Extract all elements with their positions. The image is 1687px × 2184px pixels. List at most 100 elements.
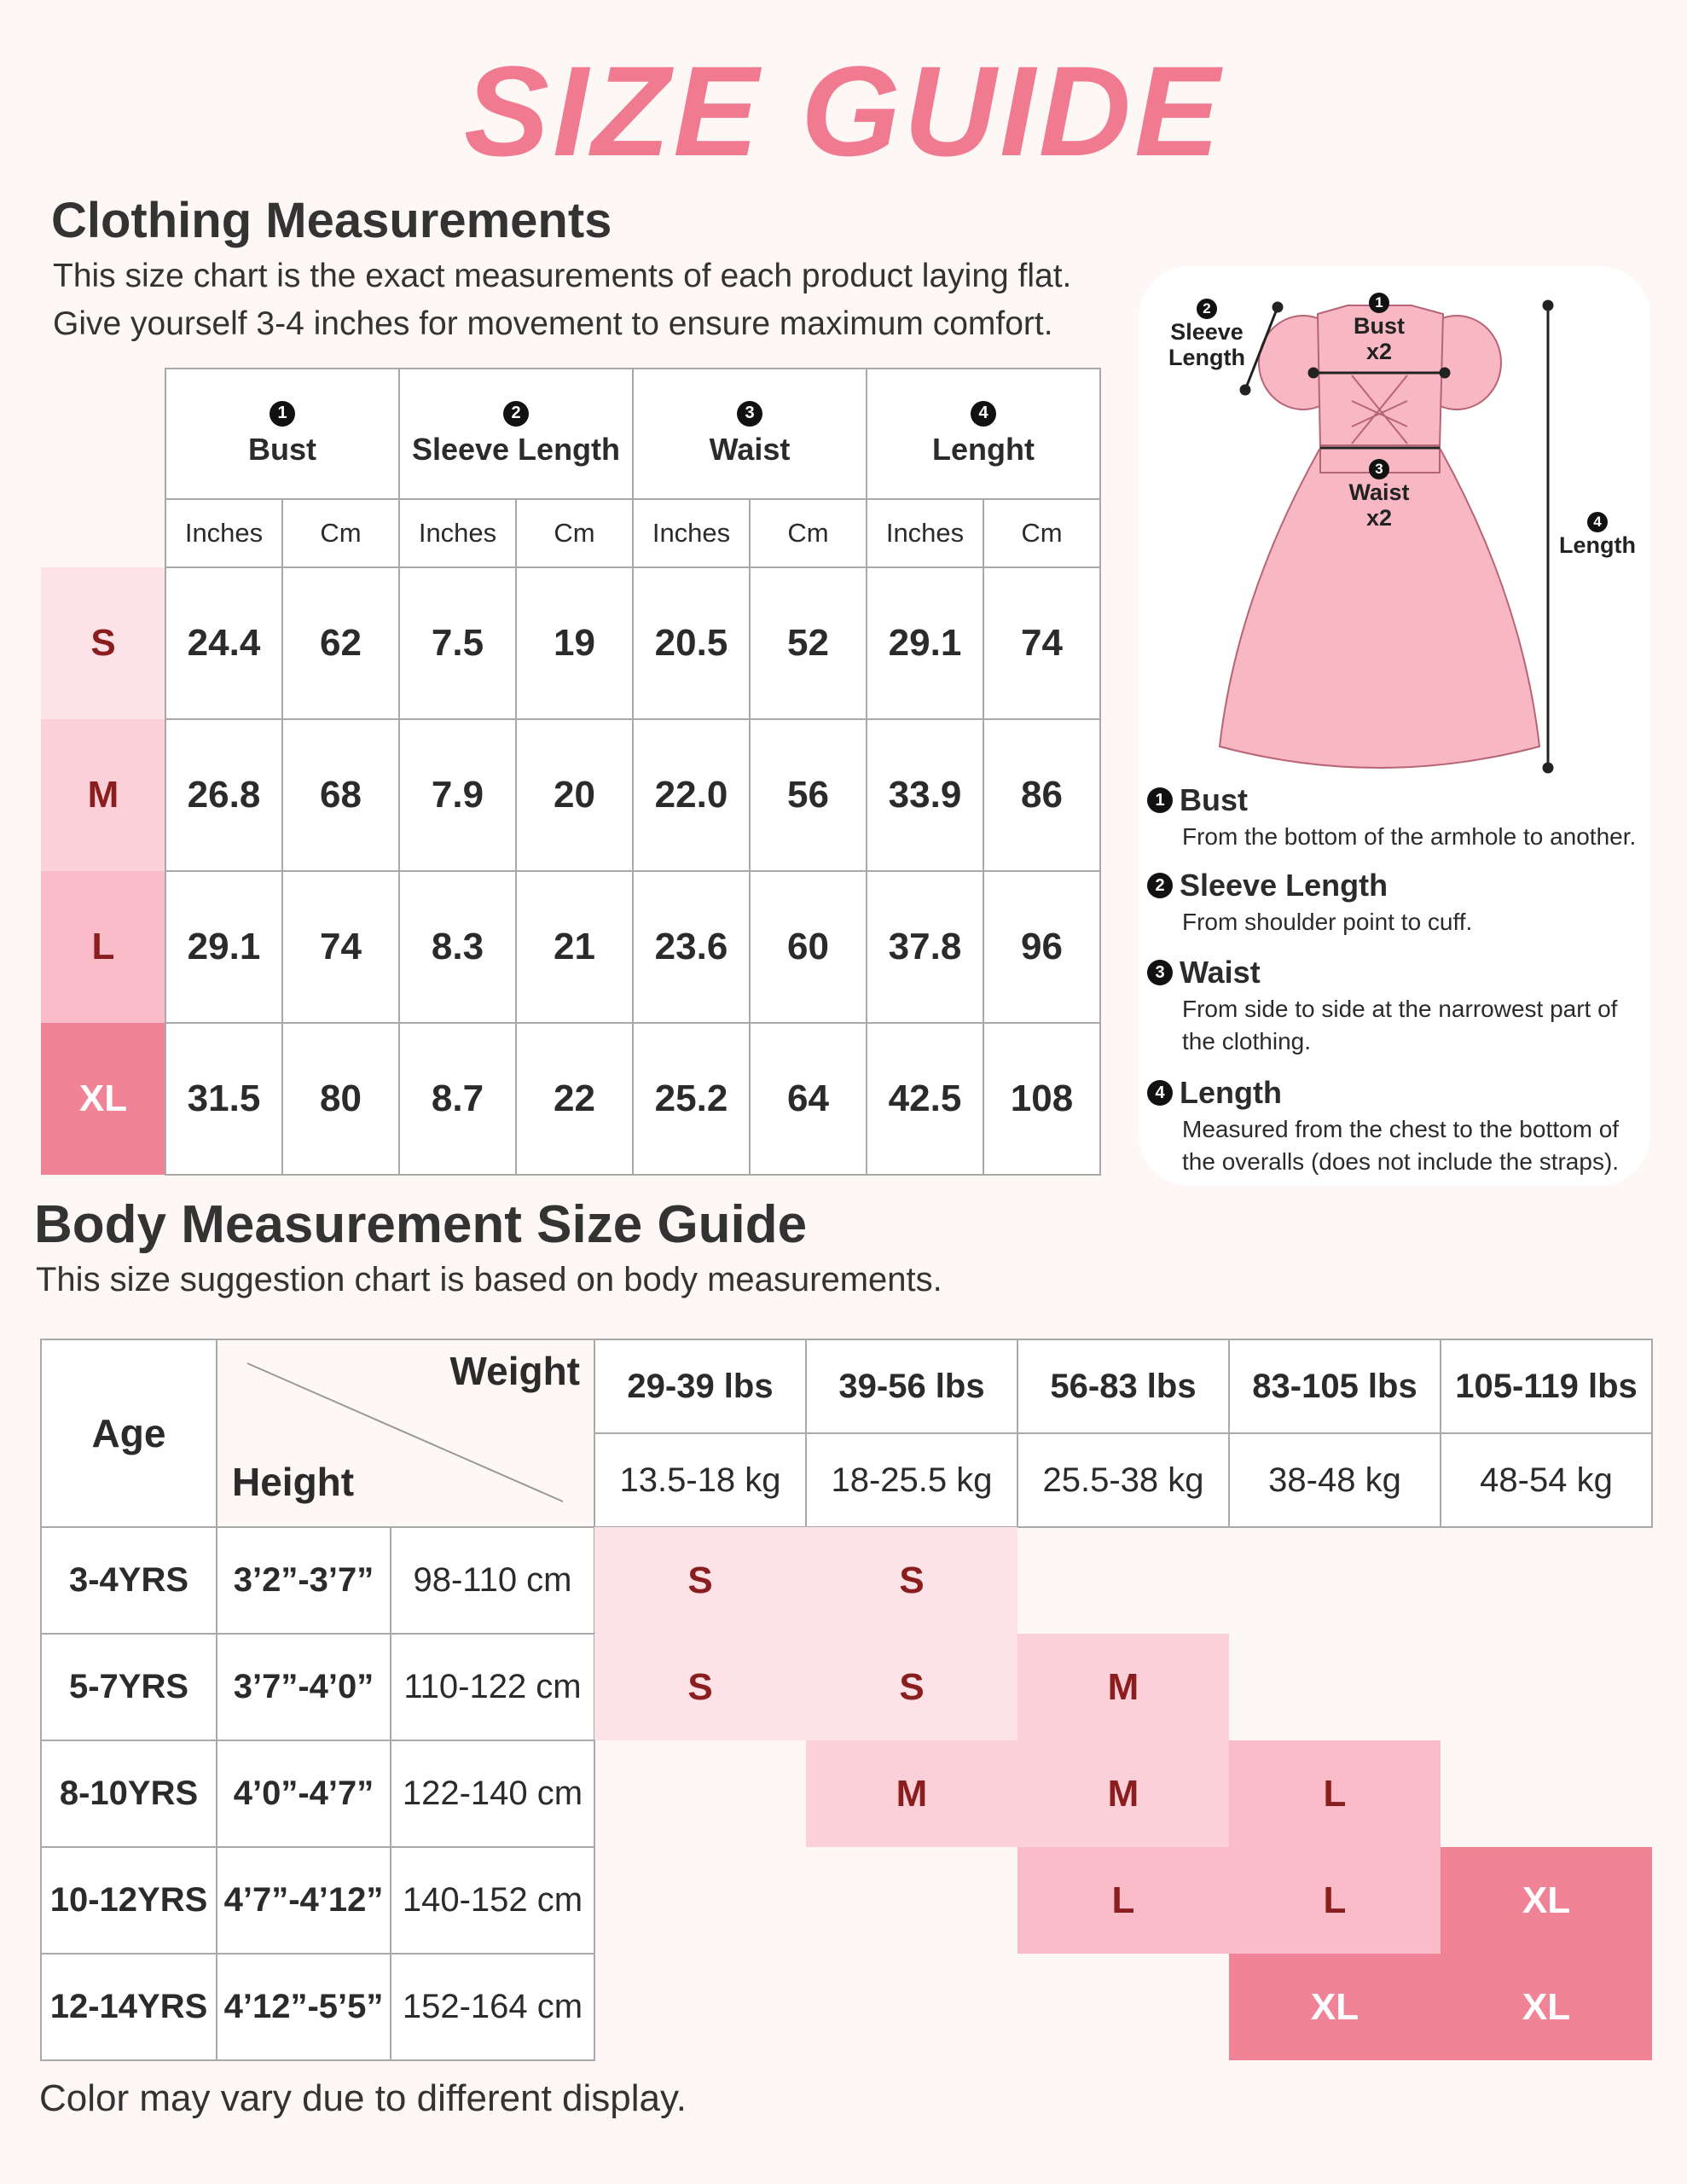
title: SIZE GUIDE (463, 38, 1224, 183)
number-badge: 1 (1369, 293, 1389, 313)
measurement: 8.3 (398, 870, 517, 1024)
measurement: 96 (983, 870, 1101, 1024)
size-cell: M (1017, 1634, 1229, 1740)
size-cell: L (1017, 1847, 1229, 1954)
row-height-ft: 3’7”-4’0” (216, 1633, 391, 1741)
number-badge: 4 (1147, 1080, 1173, 1106)
column-header: 4 Lenght (866, 368, 1101, 500)
size-label: S (41, 567, 165, 719)
weight-lbs: 83-105 lbs (1228, 1339, 1441, 1434)
measurement: 8.7 (398, 1022, 517, 1176)
column-header: 1 Bust (165, 368, 400, 500)
description: Give yourself 3-4 inches for movement to… (53, 305, 1053, 342)
measurement: 29.1 (165, 870, 283, 1024)
size-cell: S (594, 1527, 806, 1634)
measurement: 68 (281, 718, 400, 872)
unit-header: Cm (515, 498, 634, 568)
term: Length (1180, 1075, 1282, 1110)
measurement: 19 (515, 566, 634, 720)
column-header: 3 Waist (632, 368, 867, 500)
measurement: 56 (749, 718, 867, 872)
unit-header: Inches (632, 498, 751, 568)
weight-lbs: 39-56 lbs (805, 1339, 1018, 1434)
measurement: 22.0 (632, 718, 751, 872)
label-line: Sleeve (1170, 319, 1244, 345)
measurement: 33.9 (866, 718, 984, 872)
definition-term: 4 Length (1147, 1073, 1642, 1112)
number-badge: 2 (1197, 299, 1217, 319)
number-badge: 2 (1147, 873, 1173, 898)
measurement: 26.8 (165, 718, 283, 872)
section-title: Body Measurement Size Guide (34, 1195, 808, 1254)
column-name: Sleeve Length (411, 431, 621, 467)
measurement: 20 (515, 718, 634, 872)
definition-text: From the bottom of the armhole to anothe… (1182, 823, 1637, 850)
weight-kg: 13.5-18 kg (594, 1432, 807, 1528)
column-name: Waist (709, 431, 791, 467)
number-badge: 1 (1147, 787, 1173, 813)
subtitle: This size suggestion chart is based on b… (36, 1261, 942, 1298)
unit-header: Cm (281, 498, 400, 568)
weight-kg: 25.5-38 kg (1017, 1432, 1230, 1528)
section-title: Clothing Measurements (51, 193, 612, 248)
definition-term: 1 Bust (1147, 781, 1642, 820)
column-header: 2 Sleeve Length (398, 368, 634, 500)
measurement: 80 (281, 1022, 400, 1176)
measurement: 37.8 (866, 870, 984, 1024)
measurement: 74 (983, 566, 1101, 720)
number-badge: 2 (503, 400, 529, 427)
measurement: 24.4 (165, 566, 283, 720)
definition-text: From side to side at the narrowest part … (1182, 996, 1618, 1054)
row-age: 10-12YRS (40, 1846, 217, 1955)
measurement: 21 (515, 870, 634, 1024)
measurement: 64 (749, 1022, 867, 1176)
row-age: 12-14YRS (40, 1953, 217, 2061)
label-line: Waist (1348, 479, 1410, 505)
row-height-cm: 122-140 cm (390, 1740, 595, 1848)
size-cell: S (806, 1527, 1017, 1634)
number-badge: 4 (1587, 512, 1608, 532)
column-name: Bust (248, 431, 316, 467)
row-height-cm: 140-152 cm (390, 1846, 595, 1955)
measure-lines (1239, 299, 1554, 774)
measurement: 108 (983, 1022, 1101, 1176)
header-weight: Weight (449, 1349, 580, 1393)
column-name: Lenght (932, 431, 1035, 467)
weight-lbs: 56-83 lbs (1017, 1339, 1230, 1434)
size-cell: M (806, 1740, 1017, 1847)
number-badge: 3 (1369, 459, 1389, 479)
measurement: 29.1 (866, 566, 984, 720)
row-height-ft: 4’12”-5’5” (216, 1953, 391, 2061)
size-label: L (41, 871, 165, 1023)
unit-header: Inches (165, 498, 283, 568)
measurement: 23.6 (632, 870, 751, 1024)
measurement: 7.5 (398, 566, 517, 720)
weight-lbs: 29-39 lbs (594, 1339, 807, 1434)
label-line: Length (1168, 345, 1245, 370)
header-cell: Age (40, 1339, 217, 1528)
measurement: 7.9 (398, 718, 517, 872)
weight-lbs: 105-119 lbs (1440, 1339, 1653, 1434)
unit-header: Inches (866, 498, 984, 568)
row-height-ft: 4’0”-4’7” (216, 1740, 391, 1848)
diagram-label: 4 Length (1512, 512, 1683, 558)
definition-text: From shoulder point to cuff. (1182, 909, 1473, 935)
term: Bust (1180, 782, 1248, 817)
weight-kg: 48-54 kg (1440, 1432, 1653, 1528)
size-cell: L (1229, 1740, 1441, 1847)
size-cell: S (806, 1634, 1017, 1740)
measurement: 62 (281, 566, 400, 720)
weight-kg: 38-48 kg (1228, 1432, 1441, 1528)
size-cell: XL (1229, 1954, 1441, 2060)
row-height-cm: 152-164 cm (390, 1953, 595, 2061)
footer-note: Color may vary due to different display. (39, 2077, 687, 2119)
definition-term: 2 Sleeve Length (1147, 866, 1642, 905)
row-height-ft: 3’2”-3’7” (216, 1526, 391, 1635)
header-height: Height (232, 1460, 355, 1504)
measurement: 86 (983, 718, 1101, 872)
label-line: x2 (1365, 339, 1393, 364)
diagram-label: 3 Waist x2 (1294, 459, 1464, 531)
size-cell: L (1229, 1847, 1441, 1954)
